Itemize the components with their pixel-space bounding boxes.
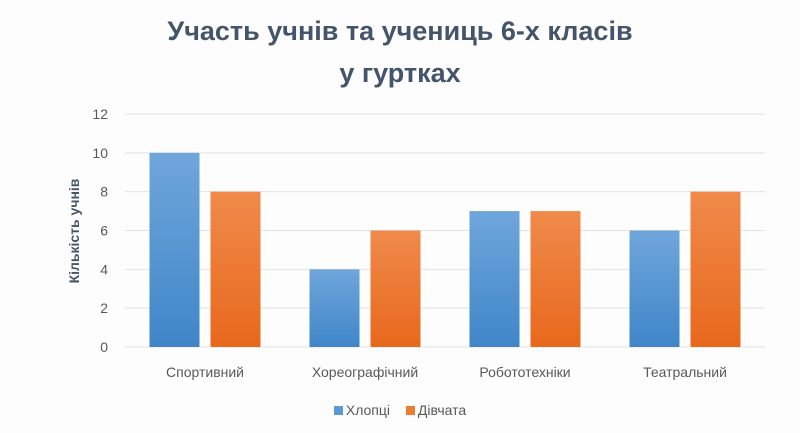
chart-title: Участь учнів та учениць 6-х класів у гур… (0, 10, 800, 94)
legend-label: Хлопці (345, 402, 391, 418)
bar-boys (309, 269, 360, 347)
bar-girls (530, 211, 581, 347)
x-tick-label: Театральний (643, 364, 727, 380)
legend-swatch (333, 406, 343, 415)
y-tick-label: 10 (92, 145, 108, 161)
bar-girls (210, 191, 261, 347)
legend-swatch (405, 406, 415, 415)
chart-title-line2: у гуртках (339, 58, 461, 88)
legend: Хлопці Дівчата (0, 402, 800, 418)
legend-item-boys: Хлопці (333, 402, 391, 418)
bar-girls (690, 191, 741, 347)
x-tick-label: Робототехніки (479, 364, 570, 380)
bar-boys (629, 230, 680, 347)
y-tick-label: 2 (100, 300, 108, 316)
bar-girls (370, 230, 421, 347)
chart-title-line1: Участь учнів та учениць 6-х класів (167, 16, 633, 46)
x-tick-label: Хореографічний (312, 364, 418, 380)
y-tick-label: 6 (100, 223, 108, 239)
bar-boys (469, 211, 520, 347)
x-tick-label: Спортивний (166, 364, 244, 380)
bar-boys (149, 152, 200, 347)
legend-item-girls: Дівчата (405, 402, 467, 418)
y-tick-label: 4 (100, 261, 108, 277)
y-tick-label: 0 (100, 339, 108, 355)
legend-label: Дівчата (417, 402, 467, 418)
y-tick-label: 8 (100, 184, 108, 200)
y-axis-label: Кількість учнів (66, 178, 82, 283)
y-tick-label: 12 (92, 106, 108, 122)
